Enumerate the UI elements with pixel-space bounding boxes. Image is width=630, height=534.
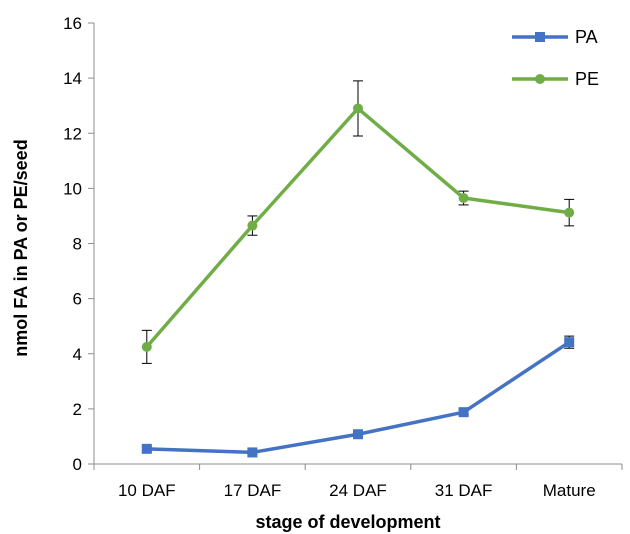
series-layer (141, 80, 575, 458)
data-point-pa (458, 407, 469, 418)
y-axis: 0 2 4 6 8 10 12 14 16 (63, 14, 95, 474)
data-point-pa (564, 337, 575, 348)
data-point-pe (564, 207, 575, 218)
y-tick-label: 0 (73, 455, 82, 474)
y-tick-label: 10 (63, 179, 82, 198)
y-axis-title: nmol FA in PA or PE/seed (11, 139, 31, 356)
data-point-pe (247, 220, 258, 231)
y-tick-label: 2 (73, 400, 82, 419)
y-tick-label: 4 (73, 345, 82, 364)
legend-label-pa: PA (575, 27, 598, 47)
data-point-pa (353, 429, 363, 440)
legend-marker-pa (535, 32, 545, 42)
x-tick-label: 24 DAF (329, 481, 387, 500)
data-point-pe (353, 103, 363, 114)
legend-item-pa: PA (512, 27, 598, 47)
data-point-pa (141, 443, 152, 454)
data-point-pe (458, 193, 469, 204)
series-line-pe (145, 106, 570, 349)
legend-item-pe: PE (512, 69, 599, 89)
y-tick-label: 6 (73, 290, 82, 309)
y-tick-label: 8 (73, 235, 82, 254)
y-tick-label: 14 (63, 69, 82, 88)
series-pe (141, 80, 575, 364)
data-point-pa (247, 447, 258, 458)
x-tick-label: 31 DAF (435, 481, 493, 500)
series-pa (141, 335, 575, 458)
x-axis: 10 DAF 17 DAF 24 DAF 31 DAF Mature (93, 463, 623, 500)
y-tick-label: 12 (63, 124, 82, 143)
x-tick-label: 10 DAF (118, 481, 176, 500)
x-axis-title: stage of development (255, 512, 440, 532)
legend-label-pe: PE (575, 69, 599, 89)
x-tick-label: 17 DAF (224, 481, 282, 500)
legend: PA PE (512, 27, 599, 89)
y-tick-label: 16 (63, 14, 82, 33)
legend-marker-pe (535, 74, 545, 84)
x-tick-label: Mature (543, 481, 596, 500)
data-point-pe (141, 341, 152, 352)
